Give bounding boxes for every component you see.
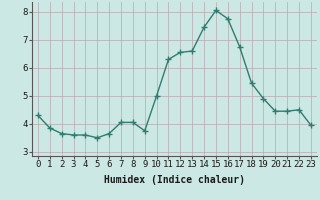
X-axis label: Humidex (Indice chaleur): Humidex (Indice chaleur): [104, 175, 245, 185]
